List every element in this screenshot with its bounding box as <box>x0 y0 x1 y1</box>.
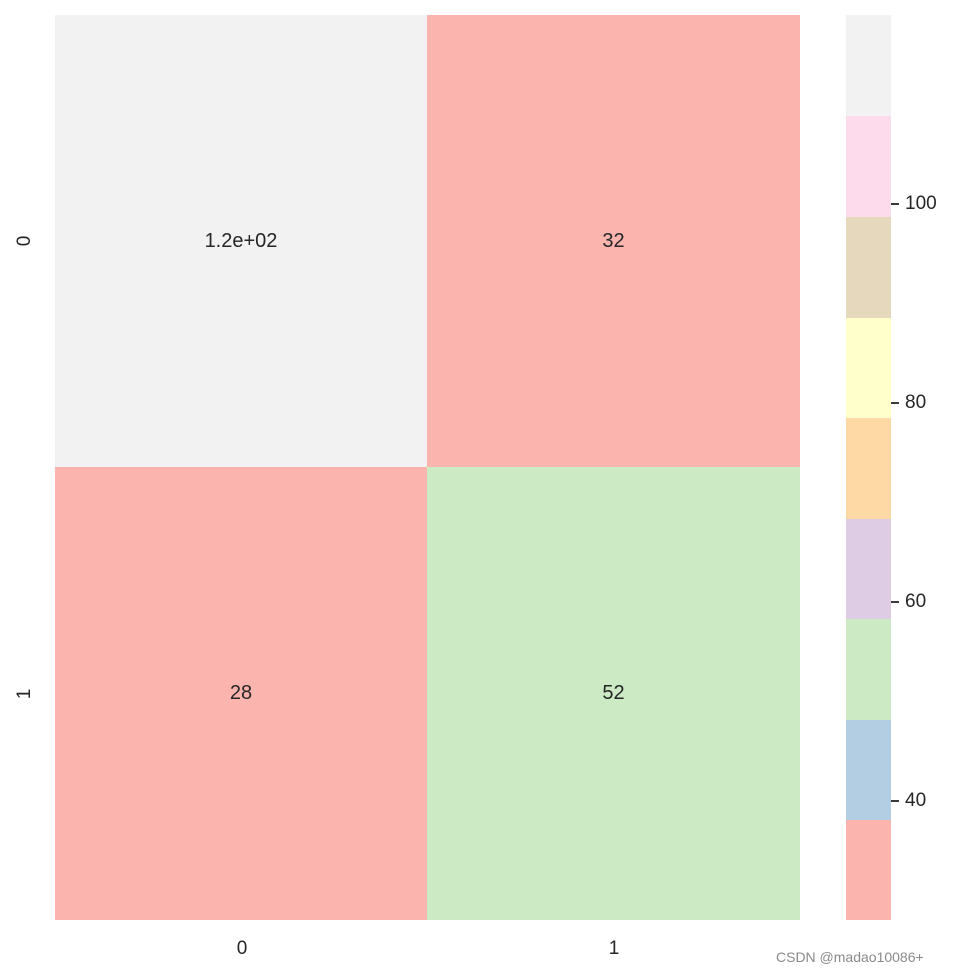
colorbar-segment <box>846 720 891 820</box>
colorbar-segment <box>846 820 891 920</box>
colorbar-tick <box>891 203 899 205</box>
cell-1-1: 52 <box>427 467 800 920</box>
y-tick-label: 0 <box>14 235 35 247</box>
heatmap: 1.2e+02 32 28 52 <box>55 15 800 920</box>
cell-annotation: 32 <box>602 229 625 252</box>
x-tick-label: 0 <box>236 938 248 959</box>
colorbar <box>846 15 891 920</box>
cell-annotation: 52 <box>602 682 625 704</box>
cell-1-0: 28 <box>55 467 427 920</box>
cell-0-1: 32 <box>427 15 800 467</box>
y-tick-label: 1 <box>14 688 35 700</box>
colorbar-segment <box>846 418 891 519</box>
cell-annotation: 1.2e+02 <box>204 229 278 252</box>
colorbar-segment <box>846 217 891 318</box>
colorbar-tick-label: 80 <box>905 392 927 413</box>
colorbar-segment <box>846 619 891 720</box>
colorbar-segment <box>846 519 891 619</box>
colorbar-tick-label: 100 <box>905 193 937 214</box>
cell-annotation: 28 <box>229 682 253 704</box>
cell-0-0: 1.2e+02 <box>55 15 427 467</box>
colorbar-segment <box>846 116 891 217</box>
watermark: CSDN @madao10086+ <box>776 949 924 965</box>
colorbar-tick-label: 60 <box>905 591 927 612</box>
colorbar-tick <box>891 402 899 404</box>
colorbar-tick <box>891 800 899 802</box>
colorbar-segment <box>846 15 891 116</box>
colorbar-tick <box>891 601 899 603</box>
colorbar-segment <box>846 318 891 418</box>
colorbar-tick-label: 40 <box>905 790 927 811</box>
x-tick-label: 1 <box>608 938 620 959</box>
